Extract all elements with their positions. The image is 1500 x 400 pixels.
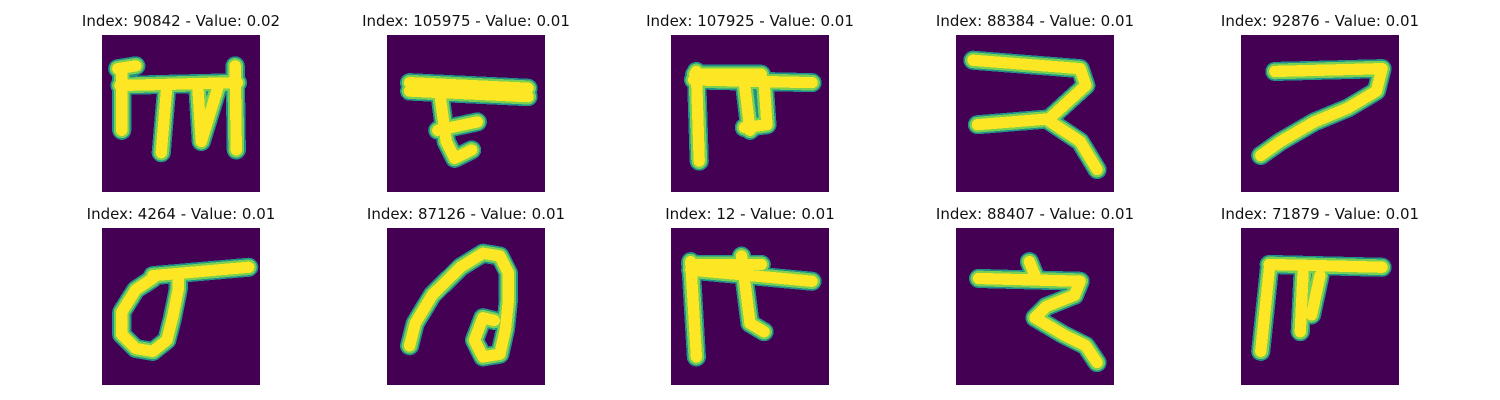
glyph-stroke-layer-3 — [112, 60, 244, 159]
image-panel-8: Index: 12 - Value: 0.01 — [665, 205, 835, 395]
image-panel-4: Index: 88384 - Value: 0.01 — [936, 12, 1134, 202]
image-panel-1: Index: 90842 - Value: 0.02 — [82, 12, 280, 202]
character-glyph — [399, 243, 518, 367]
character-glyph — [108, 56, 248, 163]
character-image — [671, 35, 829, 192]
panel-title: Index: 88407 - Value: 0.01 — [935, 205, 1135, 223]
character-image — [102, 228, 260, 385]
panel-title: Index: 105975 - Value: 0.01 — [362, 12, 570, 30]
character-image — [671, 228, 829, 385]
panel-title: Index: 92876 - Value: 0.01 — [1220, 12, 1420, 30]
character-glyph — [683, 61, 822, 171]
panel-title: Index: 4264 - Value: 0.01 — [86, 205, 276, 223]
glyph-stroke-layer-3 — [1255, 258, 1388, 357]
character-image — [387, 35, 545, 192]
panel-title: Index: 12 - Value: 0.01 — [665, 205, 835, 223]
glyph-stroke-layer-3 — [403, 247, 514, 363]
image-panel-10: Index: 71879 - Value: 0.01 — [1221, 205, 1419, 395]
image-panel-3: Index: 107925 - Value: 0.01 — [646, 12, 854, 202]
glyph-stroke-layer-3 — [687, 65, 818, 167]
image-panel-2: Index: 105975 - Value: 0.01 — [362, 12, 570, 202]
character-image — [1241, 35, 1399, 192]
character-image — [1241, 228, 1399, 385]
panel-title: Index: 107925 - Value: 0.01 — [646, 12, 854, 30]
glyph-stroke-layer-3 — [972, 256, 1103, 369]
image-panel-6: Index: 4264 - Value: 0.01 — [87, 205, 275, 395]
character-glyph — [968, 252, 1107, 373]
glyph-stroke-layer-3 — [1255, 63, 1388, 162]
glyph-stroke-layer-3 — [685, 250, 818, 363]
image-background — [387, 228, 545, 385]
glyph-stroke-layer-3 — [967, 54, 1103, 176]
character-image — [102, 35, 260, 192]
panel-title: Index: 88384 - Value: 0.01 — [935, 12, 1135, 30]
character-glyph — [1251, 254, 1392, 361]
panel-title: Index: 71879 - Value: 0.01 — [1220, 205, 1420, 223]
image-panel-9: Index: 88407 - Value: 0.01 — [936, 205, 1134, 395]
character-image — [387, 228, 545, 385]
panel-title: Index: 87126 - Value: 0.01 — [366, 205, 566, 223]
character-glyph — [681, 246, 822, 367]
character-image — [956, 35, 1114, 192]
character-image — [956, 228, 1114, 385]
character-glyph — [1251, 59, 1392, 166]
image-panel-7: Index: 87126 - Value: 0.01 — [367, 205, 565, 395]
image-panel-5: Index: 92876 - Value: 0.01 — [1221, 12, 1419, 202]
character-glyph — [399, 73, 538, 168]
character-glyph — [112, 257, 259, 361]
glyph-stroke-layer-3 — [403, 77, 534, 164]
image-background — [387, 35, 545, 192]
character-glyph — [963, 50, 1107, 180]
glyph-stroke-layer-3 — [116, 261, 255, 357]
panel-title: Index: 90842 - Value: 0.02 — [81, 12, 281, 30]
